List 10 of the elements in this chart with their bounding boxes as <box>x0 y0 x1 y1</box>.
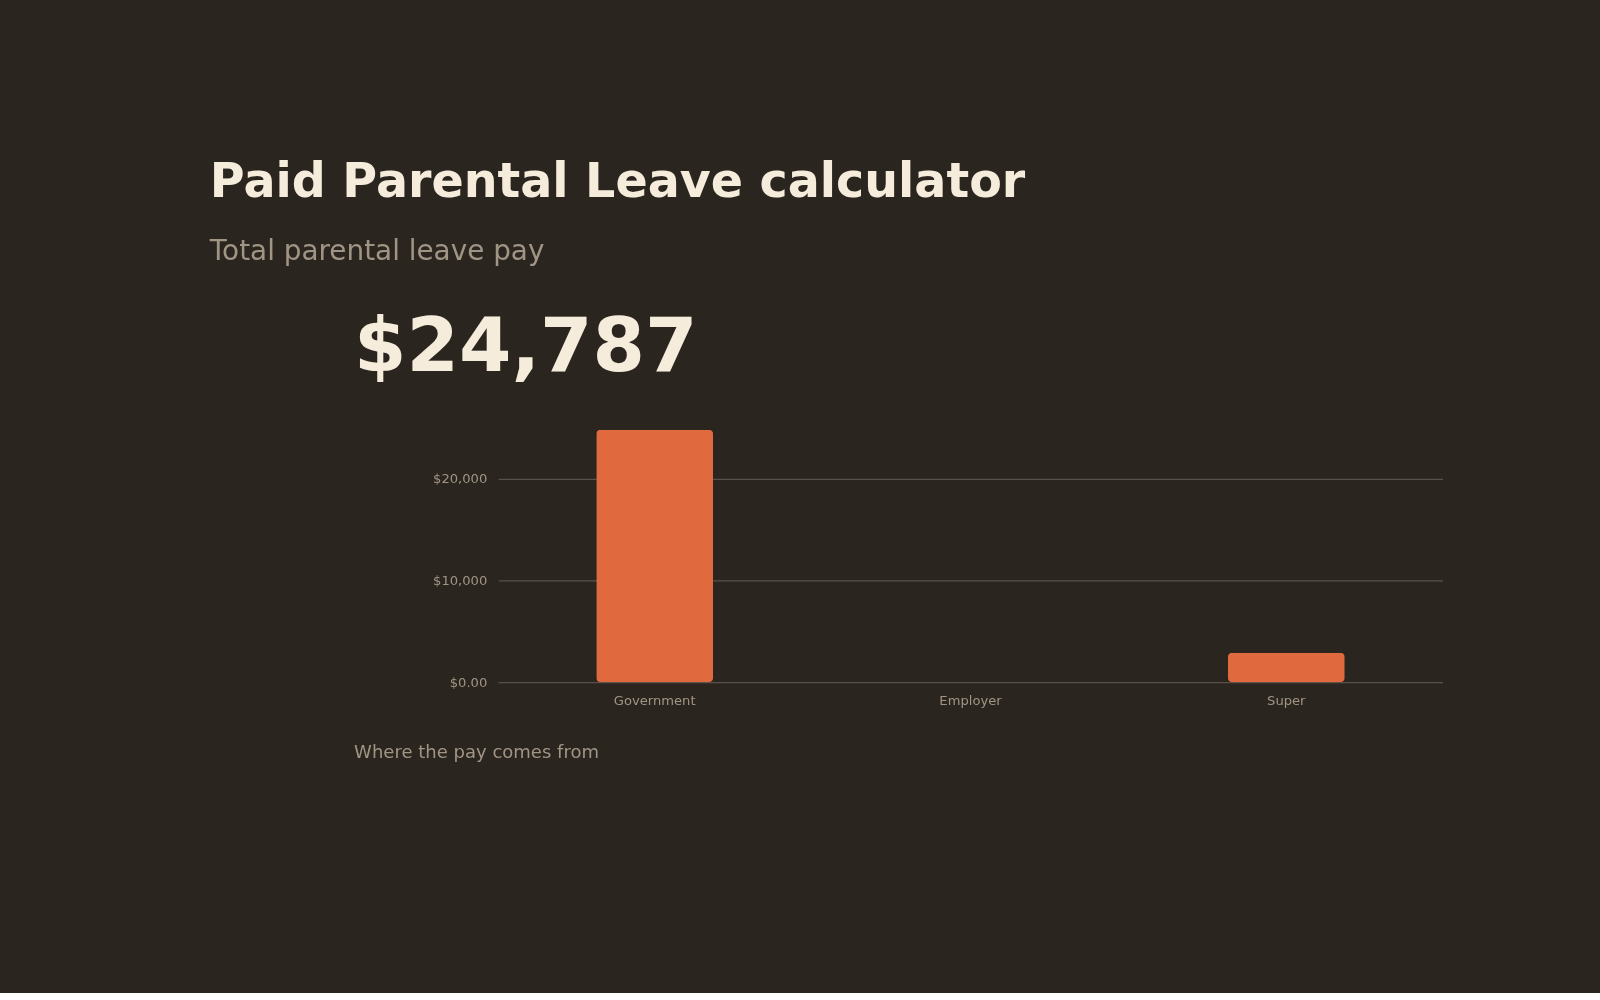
x-tick-label: Employer <box>939 692 1003 708</box>
text: Where the pay comes from <box>354 740 599 762</box>
x-tick-label: Government <box>613 692 696 708</box>
text: $24,787 <box>354 300 698 389</box>
chart-subtitle: Total parental leave pay <box>208 234 545 268</box>
y-tick-label: $20,000 <box>433 471 488 487</box>
y-tick-label: $10,000 <box>433 572 488 588</box>
y-tick-label: $0.00 <box>449 674 488 690</box>
chart-title: Paid Parental Leave calculator <box>209 152 1026 208</box>
x-tick-label: Super <box>1267 692 1307 708</box>
